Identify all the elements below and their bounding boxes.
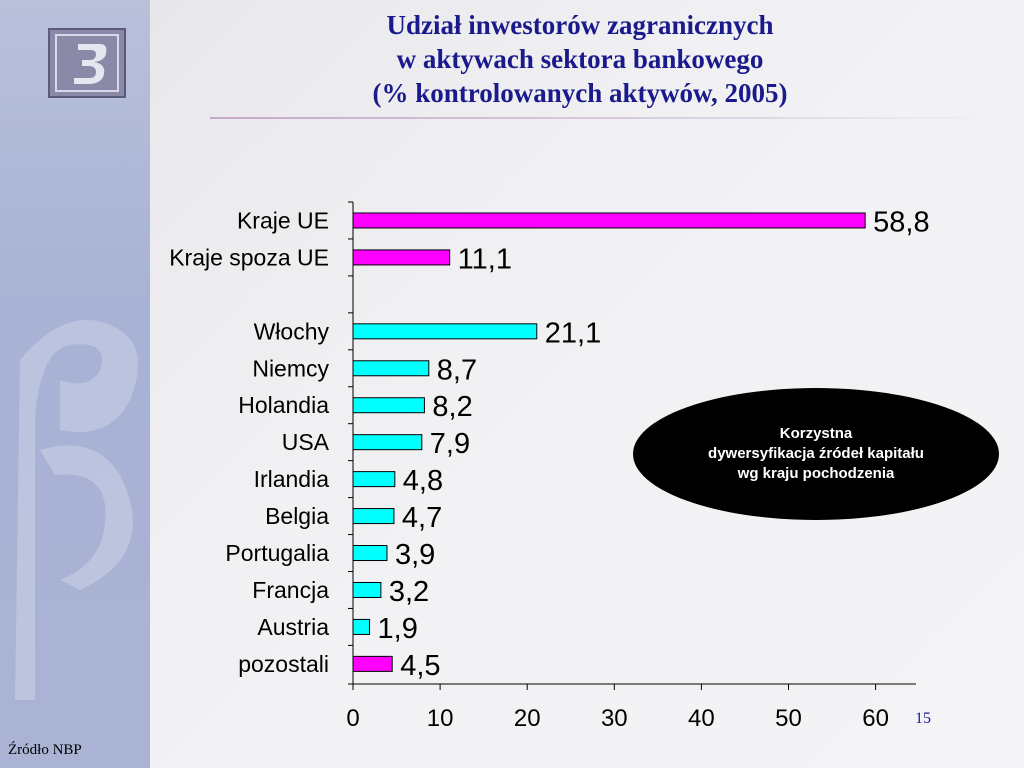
nbp-logo-icon bbox=[48, 28, 126, 98]
title-line-3: (% kontrolowanych aktywów, 2005) bbox=[372, 78, 788, 108]
bar bbox=[352, 581, 382, 598]
category-label: Irlandia bbox=[254, 466, 330, 492]
title-underline bbox=[210, 117, 1000, 119]
left-decorative-band bbox=[0, 0, 150, 768]
watermark-logo-graphic bbox=[15, 320, 138, 700]
bar bbox=[352, 471, 396, 488]
data-label: 7,9 bbox=[430, 428, 470, 460]
x-tick-label: 60 bbox=[862, 705, 889, 732]
title-line-1: Udział inwestorów zagranicznych bbox=[386, 10, 774, 40]
data-label: 4,8 bbox=[403, 465, 443, 497]
data-label: 11,1 bbox=[458, 243, 512, 275]
data-label: 1,9 bbox=[378, 613, 418, 645]
bars-layer: 58,8 11,1 21,1 8,7 8,2 7,9 4,8 4,7 3,9 3,2 1,9 4,5 bbox=[352, 206, 930, 682]
category-label: Kraje spoza UE bbox=[169, 244, 329, 270]
title-line-2: w aktywach sektora bankowego bbox=[396, 44, 764, 74]
category-label: Belgia bbox=[265, 503, 329, 529]
category-label: Portugalia bbox=[225, 540, 329, 566]
category-label: Niemcy bbox=[252, 355, 329, 381]
x-tick-label: 10 bbox=[427, 705, 454, 732]
category-label: Francja bbox=[252, 577, 329, 603]
page-title: Udział inwestorów zagranicznych w aktywa… bbox=[240, 8, 920, 110]
data-label: 8,7 bbox=[437, 354, 477, 386]
category-label: Austria bbox=[257, 614, 329, 640]
page-number: 15 bbox=[915, 710, 931, 727]
bar bbox=[352, 249, 451, 266]
bar bbox=[352, 545, 388, 562]
category-label: pozostali bbox=[238, 651, 329, 677]
bar bbox=[352, 397, 425, 414]
category-label: Kraje UE bbox=[237, 207, 329, 233]
data-label: 58,8 bbox=[873, 206, 929, 238]
category-label: Holandia bbox=[238, 392, 329, 418]
bar bbox=[352, 655, 393, 672]
x-tick-label: 0 bbox=[346, 705, 359, 732]
bar bbox=[352, 434, 423, 451]
data-label: 3,9 bbox=[395, 539, 435, 571]
callout-ellipse: Korzystna dywersyfikacja źródeł kapitału… bbox=[633, 388, 999, 520]
data-label: 4,7 bbox=[402, 502, 442, 534]
category-label: USA bbox=[282, 429, 330, 455]
bar bbox=[352, 360, 430, 377]
callout-line-3: wg kraju pochodzenia bbox=[737, 465, 895, 482]
bar bbox=[352, 618, 371, 635]
x-tick-label: 20 bbox=[514, 705, 541, 732]
axes-layer: Kraje UE Kraje spoza UE Włochy Niemcy Holand… bbox=[169, 201, 916, 732]
data-label: 4,5 bbox=[400, 650, 440, 682]
data-label: 21,1 bbox=[545, 317, 601, 349]
x-tick-label: 30 bbox=[601, 705, 628, 732]
bar bbox=[352, 212, 866, 229]
x-tick-label: 40 bbox=[688, 705, 715, 732]
bar bbox=[352, 323, 538, 340]
x-tick-label: 50 bbox=[775, 705, 802, 732]
source-note: Źródło NBP bbox=[8, 742, 82, 758]
category-label: Włochy bbox=[254, 318, 330, 344]
callout-line-2: dywersyfikacja źródeł kapitału bbox=[708, 445, 924, 462]
bar bbox=[352, 508, 395, 525]
data-label: 3,2 bbox=[389, 576, 429, 608]
data-label: 8,2 bbox=[432, 391, 472, 423]
callout-line-1: Korzystna bbox=[779, 425, 853, 442]
